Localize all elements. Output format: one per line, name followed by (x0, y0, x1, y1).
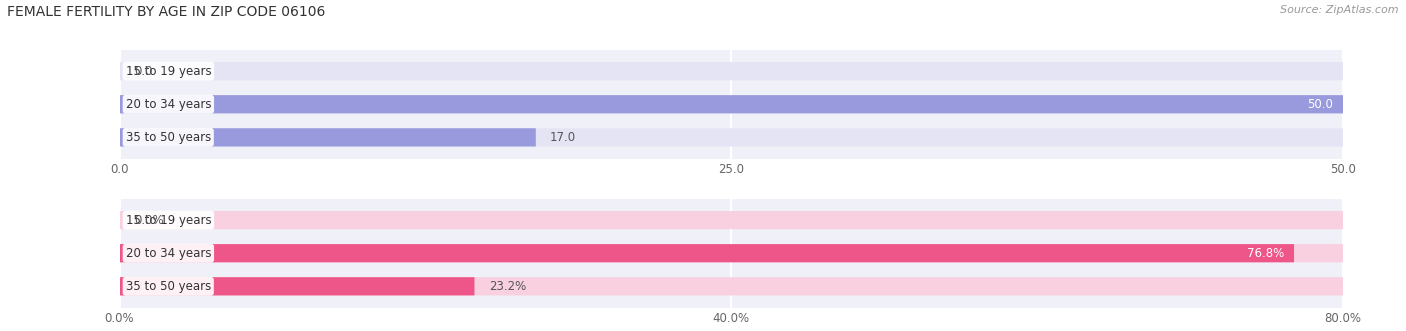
FancyBboxPatch shape (120, 95, 1343, 113)
Text: 50.0: 50.0 (1308, 98, 1333, 111)
Text: 20 to 34 years: 20 to 34 years (125, 98, 211, 111)
FancyBboxPatch shape (120, 277, 474, 295)
FancyBboxPatch shape (120, 244, 1294, 262)
FancyBboxPatch shape (120, 128, 536, 146)
FancyBboxPatch shape (120, 128, 1343, 146)
FancyBboxPatch shape (120, 244, 1343, 262)
FancyBboxPatch shape (120, 277, 1343, 295)
Text: 0.0%: 0.0% (134, 213, 165, 227)
Text: 23.2%: 23.2% (489, 280, 526, 293)
Text: 15 to 19 years: 15 to 19 years (125, 65, 211, 78)
Text: Source: ZipAtlas.com: Source: ZipAtlas.com (1281, 5, 1399, 15)
Text: FEMALE FERTILITY BY AGE IN ZIP CODE 06106: FEMALE FERTILITY BY AGE IN ZIP CODE 0610… (7, 5, 325, 19)
Text: 17.0: 17.0 (550, 131, 576, 144)
Text: 35 to 50 years: 35 to 50 years (125, 131, 211, 144)
Text: 76.8%: 76.8% (1247, 247, 1284, 260)
Text: 35 to 50 years: 35 to 50 years (125, 280, 211, 293)
FancyBboxPatch shape (120, 95, 1343, 113)
Text: 20 to 34 years: 20 to 34 years (125, 247, 211, 260)
Text: 0.0: 0.0 (134, 65, 153, 78)
FancyBboxPatch shape (120, 62, 1343, 80)
FancyBboxPatch shape (120, 211, 1343, 229)
Text: 15 to 19 years: 15 to 19 years (125, 213, 211, 227)
